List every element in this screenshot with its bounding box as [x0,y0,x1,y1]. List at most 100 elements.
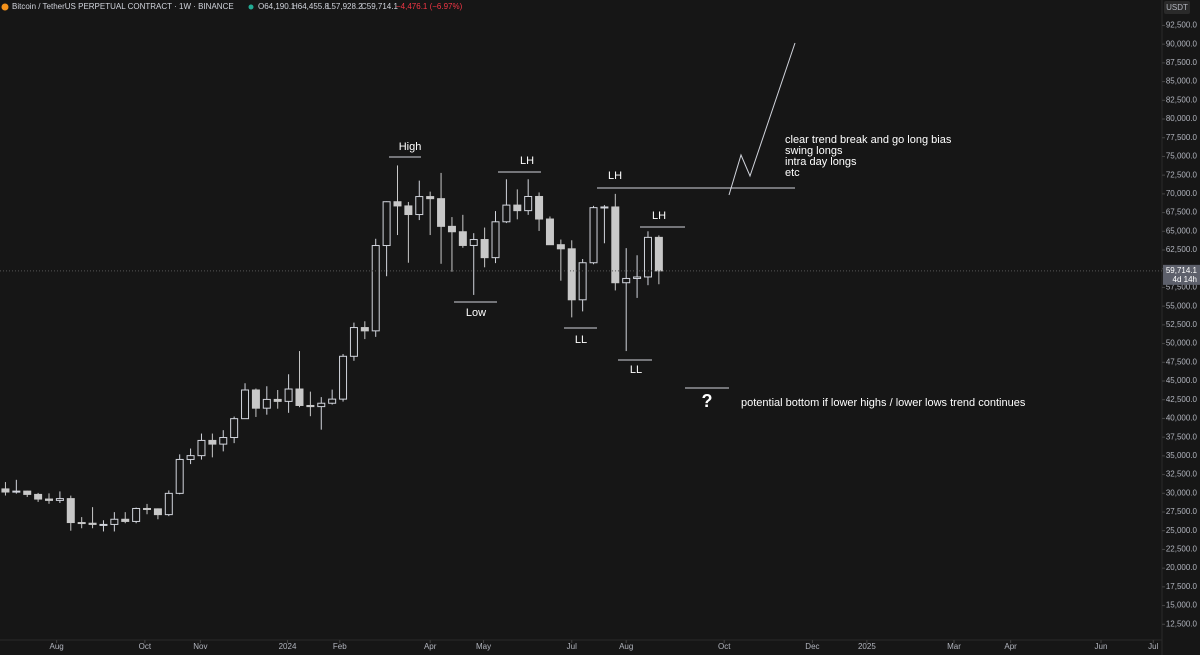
chart-title: Bitcoin / TetherUS PERPETUAL CONTRACT · … [12,2,234,11]
symbol-icon [1,3,9,11]
candle-body [491,221,500,259]
y-tick-label: 75,000.0 [1166,152,1198,161]
candle-body [1,488,10,493]
candle-body [23,490,32,495]
candle-body [654,236,663,272]
x-tick-label: Aug [619,642,633,651]
annotation-note: potential bottom if lower highs / lower … [741,397,1026,409]
candle-body [458,231,467,246]
x-tick-label: Nov [193,642,207,651]
candle-body [132,507,141,522]
candle-body [415,196,424,216]
annotation-label: LL [575,334,587,346]
y-tick-label: 70,000.0 [1166,189,1198,198]
candle-body [251,389,260,409]
y-tick-label: 17,500.0 [1166,582,1198,591]
x-tick-label: Dec [805,642,819,651]
x-tick-label: Jul [1148,642,1158,651]
candle-body [426,196,435,200]
candle-body [88,522,97,525]
x-tick-label: Apr [1004,642,1017,651]
y-tick-label: 40,000.0 [1166,414,1198,423]
y-tick-label: 55,000.0 [1166,301,1198,310]
y-tick-label: 87,500.0 [1166,58,1198,67]
candle-body [480,239,489,259]
annotation-label: LL [630,364,642,376]
candle-body [382,201,391,247]
y-tick-label: 50,000.0 [1166,339,1198,348]
y-tick-label: 12,500.0 [1166,619,1198,628]
candle-body [262,398,271,409]
x-tick-label: May [476,642,491,651]
y-tick-label: 37,500.0 [1166,432,1198,441]
y-tick-label: 42,500.0 [1166,395,1198,404]
ohlc-open: O64,190.1 [258,2,296,11]
candle-body [393,201,402,207]
candle-body [622,277,631,284]
candle-body [578,262,587,301]
x-tick-label: Oct [139,642,152,651]
candle-body [295,388,304,406]
annotation-label: ? [702,391,713,411]
y-tick-label: 90,000.0 [1166,39,1198,48]
candle-body [143,507,152,510]
x-tick-label: Apr [424,642,437,651]
y-tick-label: 92,500.0 [1166,21,1198,30]
candle-body [219,437,228,445]
candle-body [447,225,456,233]
candle-body [360,327,369,332]
y-tick-label: 25,000.0 [1166,526,1198,535]
candle-body [34,493,43,500]
annotation-label: High [399,141,422,153]
candle-body [317,402,326,408]
candle-body [611,206,620,284]
candle-body [339,355,348,400]
candle-body [600,206,609,209]
candle-body [567,248,576,301]
annotation-note: swing longs [785,145,843,157]
y-tick-label: 72,500.0 [1166,170,1198,179]
y-tick-label: 32,500.0 [1166,470,1198,479]
y-tick-label: 27,500.0 [1166,507,1198,516]
y-tick-label: 35,000.0 [1166,451,1198,460]
candle-body [524,195,533,212]
candle-body [404,205,413,216]
candle-body [197,439,206,457]
x-tick-label: Aug [50,642,64,651]
candle-body [556,244,565,250]
candle-body [589,207,598,264]
candle-body [77,522,86,525]
candle-body [437,198,446,227]
y-tick-label: 65,000.0 [1166,226,1198,235]
y-tick-label: 57,500.0 [1166,283,1198,292]
candle-body [208,439,217,445]
annotation-label: Low [466,307,486,319]
currency-label[interactable]: USDT [1166,3,1188,12]
candle-body [110,518,119,525]
y-tick-label: 62,500.0 [1166,245,1198,254]
candle-body [175,458,184,494]
candle-body [502,204,511,223]
status-dot [248,4,254,10]
annotation-label: LH [608,170,622,182]
candle-body [545,218,554,246]
price-tag-countdown: 4d 14h [1173,275,1197,284]
candle-body [535,195,544,220]
candle-body [186,455,195,460]
candle-body [643,236,652,278]
price-tag-bg [1163,264,1200,285]
y-tick-label: 30,000.0 [1166,488,1198,497]
candle-body [349,327,358,357]
candle-body [99,523,108,526]
currency-button[interactable] [1164,1,1190,14]
y-tick-label: 80,000.0 [1166,114,1198,123]
candle-body [306,404,315,408]
candle-body [55,498,64,501]
candle-body [328,398,337,404]
y-tick-label: 22,500.0 [1166,545,1198,554]
y-tick-label: 85,000.0 [1166,77,1198,86]
x-tick-label: Feb [333,642,347,651]
candle-body [469,239,478,246]
